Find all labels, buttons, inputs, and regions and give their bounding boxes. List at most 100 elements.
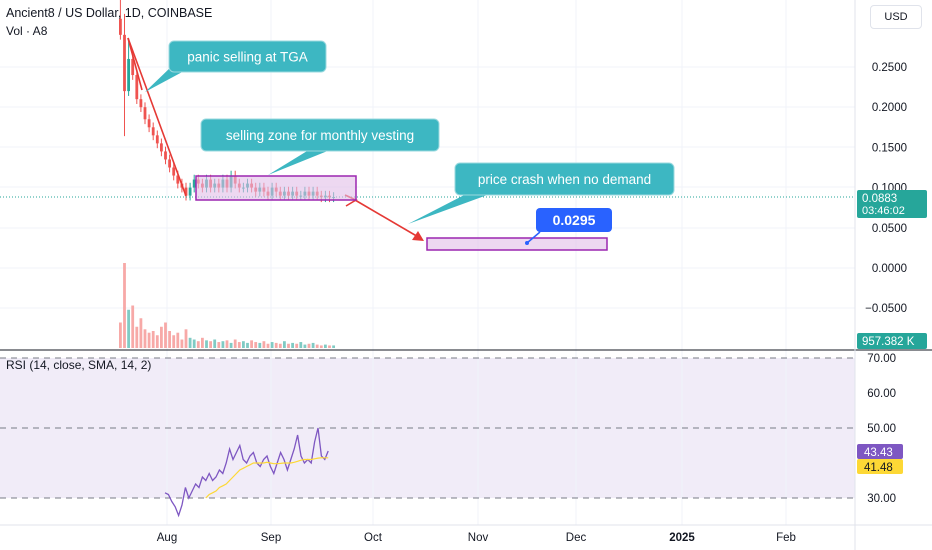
volume-bar	[155, 335, 159, 348]
selling-zone-callout-bubble	[200, 118, 440, 152]
crash-callout-text: price crash when no demand	[478, 172, 651, 187]
rsi-line	[164, 427, 329, 518]
volume-bar	[172, 335, 176, 348]
volume-bar	[274, 342, 278, 348]
countdown-label: 03:46:02	[862, 205, 905, 217]
rsi-value-badge	[857, 444, 903, 459]
rsi-title: RSI (14, close, SMA, 14, 2)	[6, 358, 152, 372]
volume-value-label: 957.382 K	[862, 336, 915, 348]
time-tick-label: Sep	[261, 532, 281, 544]
volume-bar	[143, 329, 147, 348]
panic-callout-text: panic selling at TGA	[187, 50, 308, 65]
currency-button[interactable]: USD	[870, 5, 922, 29]
volume-bar	[283, 341, 286, 348]
volume-bar	[184, 329, 188, 348]
volume-bar	[250, 340, 253, 348]
candle-body	[139, 99, 143, 108]
volume-bar	[299, 342, 303, 348]
candle-body	[172, 167, 176, 176]
volume-bar	[192, 339, 196, 348]
volume-bar	[266, 343, 270, 348]
price-tick-label: 0.1500	[872, 142, 907, 154]
rsi-sma-badge	[857, 459, 903, 474]
volume-bar	[254, 342, 258, 348]
target-badge-pointer	[526, 231, 541, 244]
volume-bar	[328, 345, 331, 348]
volume-bar	[242, 341, 245, 348]
selling-zone-callout-text: selling zone for monthly vesting	[226, 128, 414, 143]
rsi-axis[interactable]: 70.00 60.00 50.00 30.00	[867, 353, 896, 505]
candle-body	[143, 107, 147, 120]
volume-bar	[311, 342, 315, 348]
price-tick-label: 0.0500	[872, 223, 907, 235]
time-tick-label: Dec	[566, 532, 587, 544]
volume-bar	[160, 326, 163, 348]
volume-bar	[139, 318, 143, 348]
panic-callout-bubble	[168, 40, 327, 73]
volume-bar	[217, 342, 221, 348]
volume-bar	[221, 341, 225, 348]
rsi-sma-label: 41.48	[864, 462, 893, 474]
target-badge-text: 0.0295	[553, 212, 596, 228]
grid-lines	[0, 0, 855, 525]
volume-bar	[303, 344, 307, 348]
volume-bar	[180, 339, 184, 348]
target-badge-bg	[536, 208, 612, 232]
crash-callout-tail	[408, 192, 490, 224]
price-tick-label: 0.0000	[872, 263, 907, 275]
last-price-badge	[857, 190, 927, 219]
last-price-label: 0.0883	[862, 193, 897, 205]
rsi-tick-label: 30.00	[867, 493, 896, 505]
volume-bar	[205, 340, 208, 348]
price-axis[interactable]: 0.25000.20000.15000.10000.05000.0000−0.0…	[865, 62, 907, 315]
volume-bar	[127, 309, 130, 348]
rsi-tick-label: 60.00	[867, 388, 896, 400]
candle-body	[135, 75, 139, 100]
volume-bar	[209, 341, 212, 348]
drawing-annotations[interactable]: panic selling at TGA selling zone for mon…	[127, 37, 675, 251]
rsi-sma-line	[205, 457, 329, 499]
volume-bar	[135, 326, 139, 348]
volume-bar	[147, 332, 151, 348]
volume-bar	[225, 340, 229, 348]
target-zone-box	[426, 237, 608, 251]
selling-zone-callout-tail	[268, 148, 330, 175]
volume-legend: Vol · A8	[6, 24, 48, 38]
volume-bar	[307, 343, 311, 348]
candle-body	[131, 58, 135, 76]
price-tick-label: 0.2000	[872, 102, 907, 114]
time-tick-label: Nov	[468, 532, 489, 544]
crash-arrowhead	[412, 231, 424, 241]
time-axis[interactable]: Aug Sep Oct Nov Dec 2025 Feb	[157, 532, 796, 544]
panic-callout: panic selling at TGA	[145, 40, 327, 92]
rsi-band-fill	[0, 358, 855, 498]
target-price-badge: 0.0295	[525, 208, 612, 245]
candle-body	[127, 58, 130, 92]
rsi-lines	[164, 427, 329, 518]
volume-bars	[119, 263, 335, 348]
rsi-tick-label: 50.00	[867, 423, 896, 435]
candle-body	[184, 187, 188, 196]
time-tick-label: Feb	[776, 532, 796, 544]
volume-bar	[287, 343, 290, 348]
time-tick-label: 2025	[669, 532, 695, 544]
volume-bar	[176, 332, 180, 348]
time-tick-label: Aug	[157, 532, 177, 544]
volume-bar	[246, 342, 249, 348]
volume-bar	[151, 331, 155, 348]
candle-body	[188, 187, 192, 196]
candle-body	[123, 34, 126, 92]
volume-bar	[196, 341, 200, 348]
volume-bar	[123, 263, 126, 348]
selling-zone-callout: selling zone for monthly vesting	[200, 118, 440, 175]
volume-bar	[168, 331, 171, 348]
volume-bar	[291, 342, 294, 348]
candle-body	[151, 127, 155, 136]
candle-body	[164, 151, 167, 160]
candle-body	[160, 143, 163, 152]
volume-bar	[237, 342, 241, 348]
price-tick-label: −0.0500	[865, 303, 907, 315]
volume-bar	[258, 342, 262, 348]
